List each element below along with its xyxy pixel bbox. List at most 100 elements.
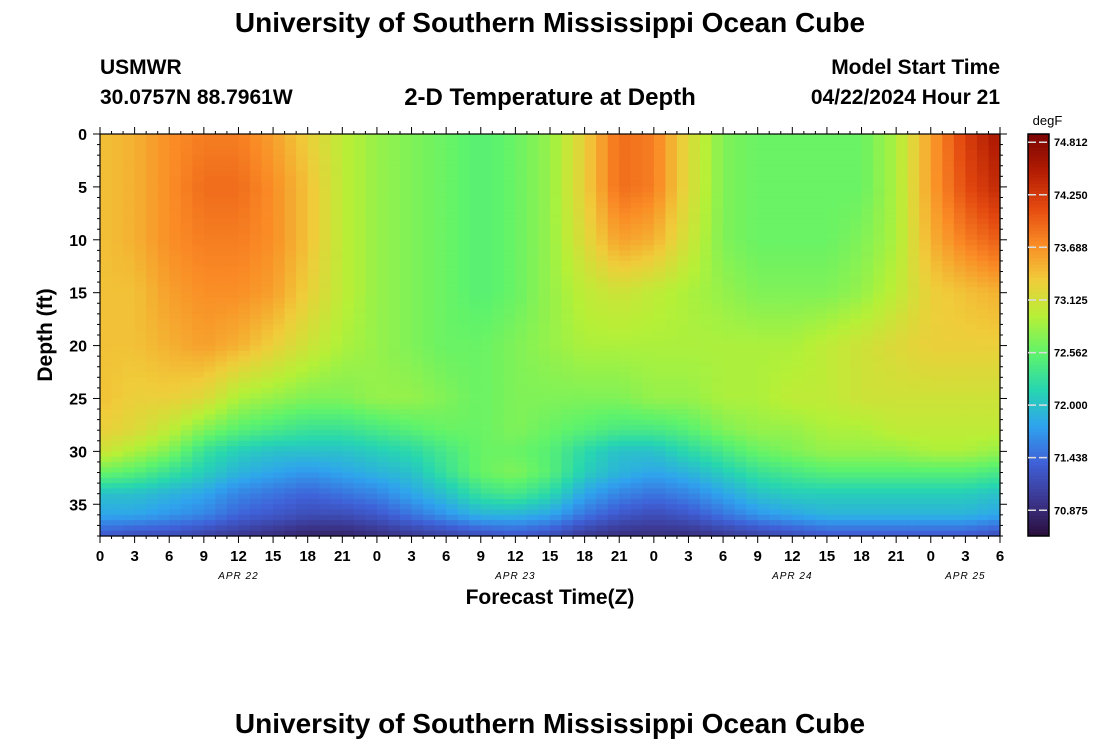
heatmap-cell xyxy=(792,134,805,140)
heatmap-cell xyxy=(746,409,759,415)
heatmap-cell xyxy=(965,134,978,140)
heatmap-cell xyxy=(803,202,816,209)
heatmap-cell xyxy=(215,218,228,225)
heatmap-cell xyxy=(607,176,620,183)
heatmap-cell xyxy=(526,202,540,209)
heatmap-cell xyxy=(215,266,228,273)
heatmap-cell xyxy=(330,382,343,389)
heatmap-cell xyxy=(850,160,863,167)
heatmap-cell xyxy=(653,282,666,288)
heatmap-cell xyxy=(180,197,193,204)
heatmap-cell xyxy=(815,356,828,363)
heatmap-cell xyxy=(665,366,678,373)
heatmap-cell xyxy=(884,393,897,400)
heatmap-cell xyxy=(469,430,482,437)
heatmap-cell xyxy=(296,409,309,415)
heatmap-cell xyxy=(769,308,782,315)
heatmap-cell xyxy=(238,218,251,225)
heatmap-cell xyxy=(446,340,459,347)
heatmap-cell xyxy=(492,356,505,363)
heatmap-cell xyxy=(711,282,724,288)
heatmap-cell xyxy=(365,155,378,162)
heatmap-cell xyxy=(330,340,343,347)
heatmap-cell xyxy=(169,287,182,294)
heatmap-cell xyxy=(480,329,493,336)
heatmap-cell xyxy=(792,297,805,304)
heatmap-cell xyxy=(803,197,816,204)
heatmap-cell xyxy=(573,176,586,183)
heatmap-cell xyxy=(526,366,540,373)
heatmap-cell xyxy=(665,430,678,437)
heatmap-cell xyxy=(619,223,632,230)
heatmap-cell xyxy=(723,313,736,320)
heatmap-cell xyxy=(653,155,666,162)
heatmap-cell xyxy=(307,250,320,257)
heatmap-cell xyxy=(769,176,782,183)
heatmap-cell xyxy=(850,303,863,310)
heatmap-cell xyxy=(953,319,966,326)
heatmap-cell xyxy=(538,139,551,146)
heatmap-cell xyxy=(284,403,297,410)
heatmap-cell xyxy=(515,440,528,447)
heatmap-cell xyxy=(457,197,470,204)
heatmap-cell xyxy=(342,171,355,177)
heatmap-cell xyxy=(123,335,136,341)
heatmap-cell xyxy=(111,165,124,172)
heatmap-cell xyxy=(515,398,528,405)
heatmap-cell xyxy=(365,160,378,167)
heatmap-cell xyxy=(400,165,413,172)
heatmap-cell xyxy=(273,271,286,278)
heatmap-cell xyxy=(746,250,759,257)
heatmap-cell xyxy=(930,377,943,384)
heatmap-cell xyxy=(884,456,897,463)
heatmap-cell xyxy=(388,139,401,146)
heatmap-cell xyxy=(123,266,136,273)
heatmap-cell xyxy=(353,409,366,415)
heatmap-cell xyxy=(226,461,240,468)
heatmap-cell xyxy=(503,345,516,352)
heatmap-cell xyxy=(400,155,413,162)
heatmap-cell xyxy=(665,234,678,241)
heatmap-cell xyxy=(803,319,816,326)
heatmap-cell xyxy=(700,165,713,172)
heatmap-cell xyxy=(596,335,609,341)
heatmap-cell xyxy=(203,250,216,257)
heatmap-cell xyxy=(550,377,563,384)
heatmap-cell xyxy=(261,160,274,167)
heatmap-cell xyxy=(215,255,228,262)
heatmap-cell xyxy=(457,456,470,463)
heatmap-cell xyxy=(157,356,170,363)
heatmap-cell xyxy=(965,324,978,331)
heatmap-cell xyxy=(815,149,828,156)
heatmap-cell xyxy=(884,155,897,162)
heatmap-cell xyxy=(815,250,828,257)
heatmap-cell xyxy=(757,313,770,320)
heatmap-cell xyxy=(873,372,886,378)
heatmap-cell xyxy=(123,377,136,384)
heatmap-cell xyxy=(561,213,574,220)
heatmap-cell xyxy=(907,250,920,257)
heatmap-cell xyxy=(203,313,216,320)
heatmap-cell xyxy=(503,197,516,204)
heatmap-cell xyxy=(157,440,170,447)
heatmap-cell xyxy=(330,208,343,214)
heatmap-cell xyxy=(803,451,816,458)
heatmap-cell xyxy=(169,345,182,352)
heatmap-cell xyxy=(930,303,943,310)
heatmap-cell xyxy=(307,372,320,378)
heatmap-cell xyxy=(423,456,436,463)
heatmap-cell xyxy=(815,409,828,415)
heatmap-cell xyxy=(111,403,124,410)
heatmap-cell xyxy=(573,372,586,378)
heatmap-cell xyxy=(411,372,424,378)
heatmap-cell xyxy=(676,139,690,146)
heatmap-cell xyxy=(907,467,920,474)
heatmap-cell xyxy=(953,271,966,278)
heatmap-cell xyxy=(942,134,955,140)
heatmap-cell xyxy=(330,440,343,447)
heatmap-cell xyxy=(423,139,436,146)
heatmap-cell xyxy=(723,276,736,283)
heatmap-cell xyxy=(457,260,470,267)
heatmap-cell xyxy=(573,335,586,341)
heatmap-cell xyxy=(873,276,886,283)
